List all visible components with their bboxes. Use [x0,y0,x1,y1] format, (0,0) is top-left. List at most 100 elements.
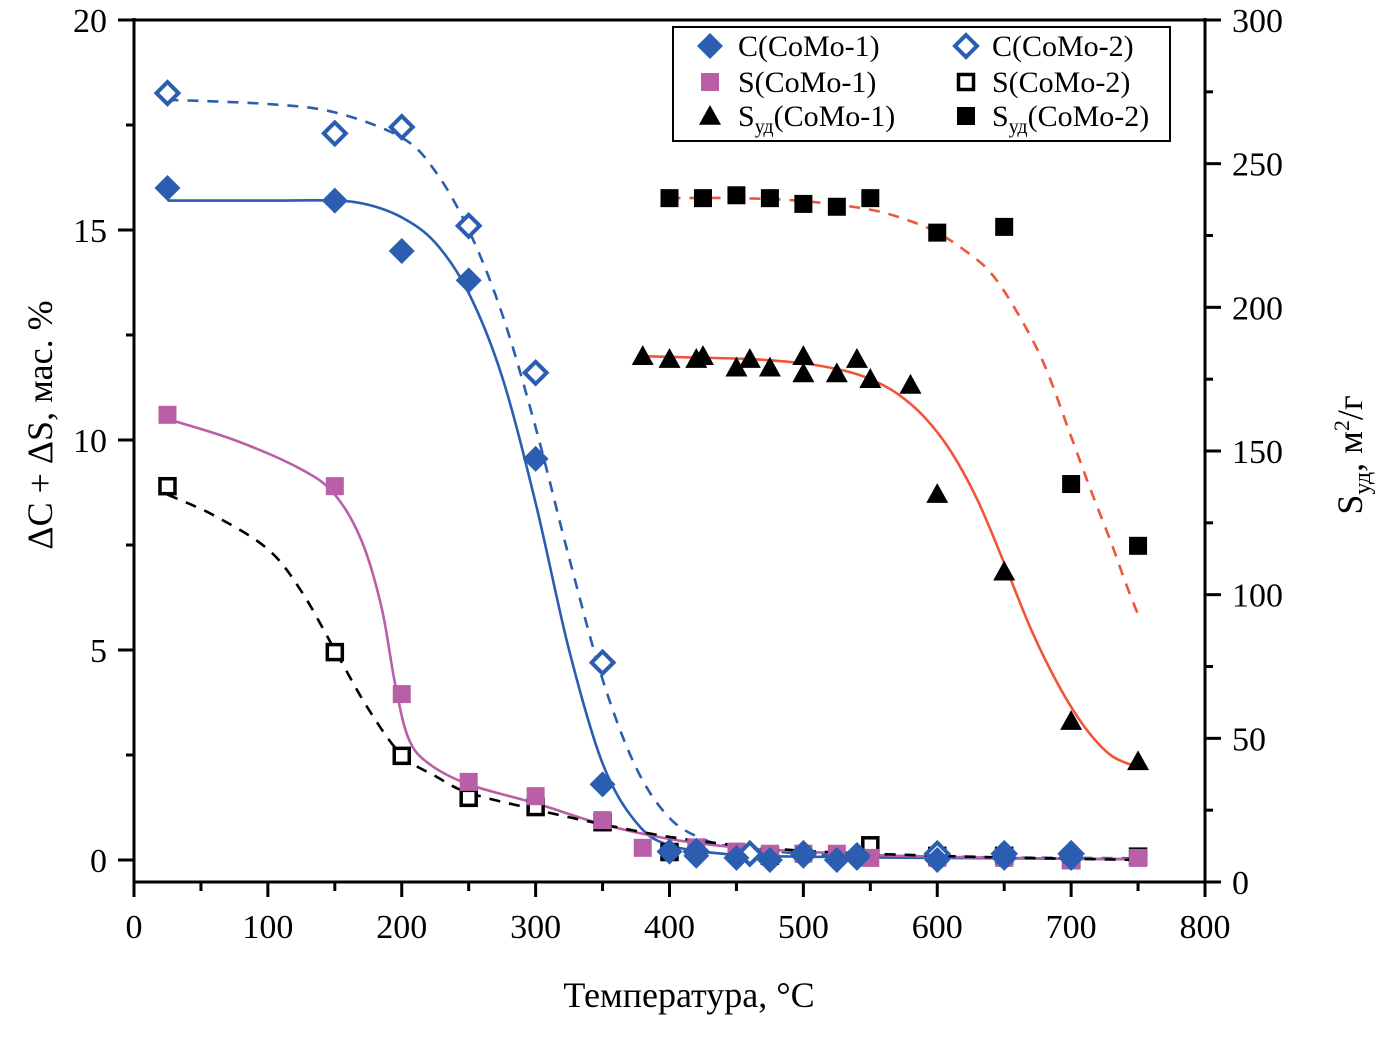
data-point [1062,475,1081,494]
series-s-como-2- [660,186,1148,555]
legend-sud2-main: S [992,100,1009,133]
y-tick-label: 20 [73,3,107,40]
y2-tick-label: 250 [1232,147,1283,184]
data-point [589,771,616,798]
legend-marker-triangle-filled [699,105,721,125]
data-point [522,445,549,472]
data-point [633,838,652,857]
data-point [723,844,750,871]
data-point [823,847,850,873]
legend-item-c-como-2: C(CoMo-2) [952,30,1134,63]
legend-item-c-como-1: C(CoMo-1) [697,30,880,63]
data-point [392,746,411,766]
legend-marker-diamond-open [952,32,980,60]
y2-title-tail: /г [1330,395,1370,420]
y2-tick-label: 200 [1232,290,1283,327]
data-point [792,362,815,383]
data-point [154,175,181,201]
x-tick-label: 700 [1046,909,1097,946]
legend-label-sud-como-2: Sуд(CoMo-2) [992,100,1149,138]
data-point [843,844,870,871]
data-point [656,838,683,865]
legend-marker-diamond-filled [697,33,723,59]
data-point [1129,536,1148,555]
fit-curve-s-como-2- [669,196,1140,616]
y2-tick-label: 150 [1232,434,1283,471]
y2-title-sub: уд [1350,472,1376,495]
data-point [758,356,781,377]
data-point [459,772,478,791]
fit-curve-c-como-1- [167,198,1139,861]
data-point [1060,710,1083,730]
data-point [738,348,761,368]
x-tick-label: 200 [376,909,427,946]
data-point [756,847,783,873]
fit-curve-c-como-2- [167,98,1139,860]
y-tick-label: 5 [90,633,107,670]
legend-sud1-tail: (CoMo-1) [774,100,896,133]
y2-tick-label: 0 [1232,865,1249,902]
y2-title-main: S [1330,495,1370,515]
data-point [845,348,868,368]
data-point [153,79,182,107]
y-tick-label: 0 [90,843,107,880]
y2-title-rest: , м [1330,431,1370,472]
data-point [1129,848,1148,867]
y2-title-sup: 2 [1329,420,1354,431]
tick-labels: 0 100 200 300 400 500 600 700 800051015200501001… [73,3,1283,946]
legend-sud2-sub: уд [1009,116,1028,138]
data-point [993,560,1016,581]
data-point [321,187,348,214]
data-point [588,648,617,677]
data-point [158,476,177,496]
data-point [158,405,177,424]
series-s-como-2- [158,476,1148,870]
data-point [660,189,679,208]
legend-item-sud-como-1: Sуд(CoMo-1) [699,100,895,138]
fit-curve-s-como-1- [167,417,1139,861]
data-point [320,119,349,148]
data-point [387,113,416,141]
data-point [325,477,344,496]
data-point [794,194,813,213]
data-point [526,787,545,806]
data-point [683,842,710,869]
legend-symbol-icon [697,33,723,59]
legend-marker-square-filled [701,73,719,91]
legend-label-sud-como-1: Sуд(CoMo-1) [738,100,895,138]
y-axis-title: ΔC + ΔS, мас. % [20,300,60,549]
legend-symbol-icon [957,107,975,125]
data-point [459,788,478,808]
axes [132,18,1207,895]
legend-box [672,26,1171,142]
data-point [861,189,880,208]
data-point [727,186,746,205]
legend-label-c-como-1: C(CoMo-1) [738,30,880,63]
legend: C(CoMo-1) C(CoMo-2) S(CoMo-1) S(CoMo-2) … [672,26,1171,142]
data-point [991,844,1018,871]
x-tick-label: 100 [242,909,293,946]
ticks [118,18,1221,897]
data-point [693,189,712,208]
data-markers [153,79,1150,873]
fit-curves [166,98,1140,862]
data-point [454,211,483,240]
fit-curve-s-como-1- [642,354,1139,769]
series-s-como-1- [158,405,1148,869]
data-point [827,197,846,216]
legend-symbol-icon [952,32,980,60]
x-tick-label: 800 [1180,909,1231,946]
legend-marker-square-open [956,72,976,92]
data-point [926,483,949,503]
legend-label-s-como-1: S(CoMo-1) [738,66,876,99]
y2-axis-title: Sуд, м2/г [1329,395,1376,514]
legend-symbol-icon [956,72,976,92]
legend-sud1-sub: уд [755,116,774,138]
data-point [924,847,951,873]
legend-label-s-como-2: S(CoMo-2) [992,66,1130,99]
legend-sud1-main: S [738,100,755,133]
data-point [995,217,1014,236]
x-tick-label: 500 [778,909,829,946]
x-tick-label: 600 [912,909,963,946]
